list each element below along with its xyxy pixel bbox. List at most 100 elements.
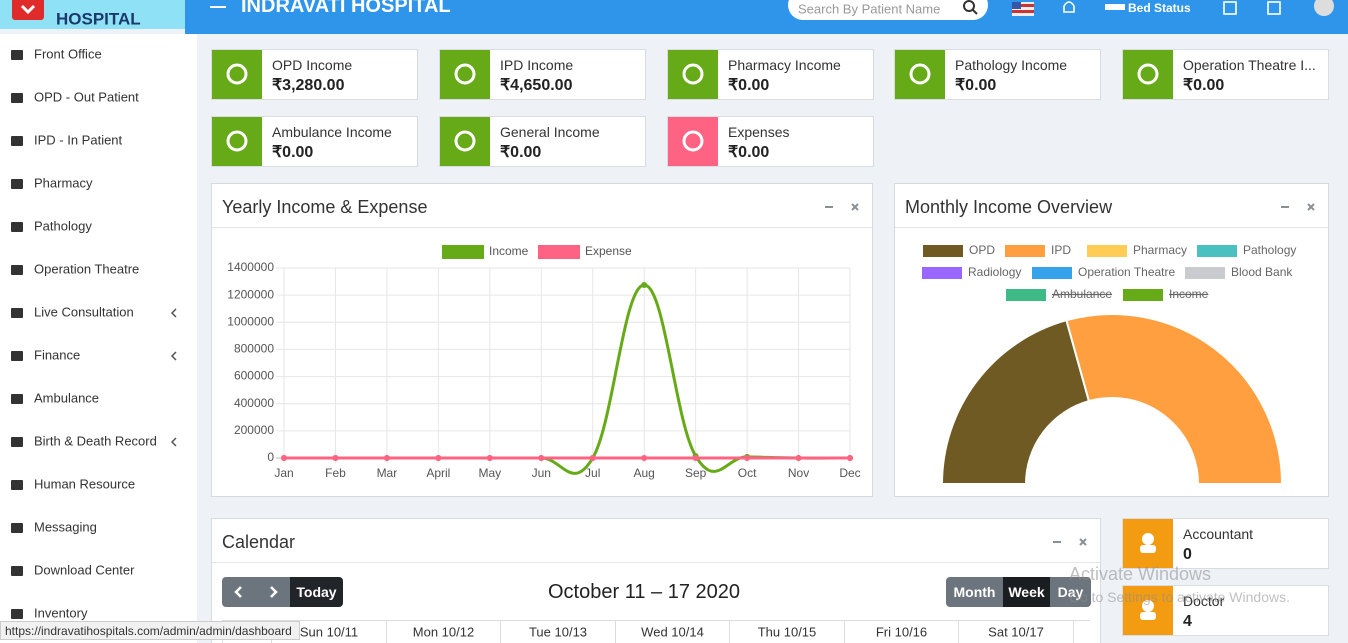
- icon: [1307, 203, 1315, 211]
- card-value: ₹0.00: [728, 77, 770, 94]
- cal-button[interactable]: [256, 577, 290, 607]
- cal-button-label: Today: [296, 584, 337, 600]
- icon: [12, 0, 44, 20]
- card-icon: [440, 50, 490, 99]
- icon: [1223, 1, 1237, 15]
- icon: [963, 0, 978, 15]
- card-label: Pathology Income: [955, 57, 1068, 73]
- card-label: Expenses: [728, 124, 790, 140]
- sidebar-item[interactable]: Ambulance: [0, 378, 197, 421]
- icon: [11, 308, 23, 318]
- income-card: Pathology Income ₹0.00: [894, 49, 1101, 100]
- income-card: IPD Income ₹4,650.00: [439, 49, 646, 100]
- sidebar-item[interactable]: Download Center: [0, 550, 197, 593]
- card-icon: [668, 50, 718, 99]
- icon: [210, 6, 226, 8]
- sidebar-item[interactable]: Inventory: [0, 593, 197, 636]
- cal-button[interactable]: [222, 577, 256, 607]
- sidebar-label: Live Consultation: [34, 304, 134, 320]
- sidebar-label: Messaging: [34, 519, 97, 535]
- card-icon: [440, 117, 490, 166]
- cal-button[interactable]: Day: [1050, 577, 1091, 607]
- icon: [1079, 538, 1087, 546]
- panel-header-border: [212, 562, 1100, 563]
- sidebar-item[interactable]: Birth & Death Record: [0, 421, 197, 464]
- icon: [11, 609, 23, 619]
- sidebar-label: Front Office: [34, 46, 102, 62]
- icon: [682, 63, 704, 85]
- staff-card: Accountant 0: [1122, 518, 1329, 569]
- sidebar-item[interactable]: IPD - In Patient: [0, 120, 197, 163]
- card-value: ₹3,280.00: [272, 77, 345, 94]
- icon: [682, 130, 704, 152]
- staff-card: Doctor 4: [1122, 585, 1329, 636]
- icon: [226, 130, 248, 152]
- cal-day-header: Wed 10/14: [616, 620, 730, 643]
- sidebar-item[interactable]: Live Consultation: [0, 292, 197, 335]
- status-bar: https://indravatihospitals.com/admin/adm…: [0, 621, 300, 640]
- sidebar-label: Pharmacy: [34, 175, 93, 191]
- icon: [1267, 1, 1281, 15]
- sidebar-item[interactable]: Pharmacy: [0, 163, 197, 206]
- cal-button[interactable]: Month: [946, 577, 1003, 607]
- panel-header-border: [212, 227, 872, 228]
- sidebar-item[interactable]: Front Office: [0, 34, 197, 77]
- sidebar-label: Ambulance: [34, 390, 100, 406]
- sidebar-item[interactable]: Messaging: [0, 507, 197, 550]
- cal-day-label: Wed 10/14: [641, 624, 704, 640]
- cal-button-label: Week: [1008, 584, 1045, 600]
- icon: [851, 203, 859, 211]
- card-value: ₹4,650.00: [500, 77, 573, 94]
- card-icon: [212, 50, 262, 99]
- icon: [1053, 541, 1061, 543]
- sidebar-label: Pathology: [34, 218, 92, 234]
- cal-button-label: Day: [1057, 584, 1084, 600]
- card-label: Operation Theatre I...: [1183, 57, 1316, 73]
- icon: [11, 566, 23, 576]
- icon: [1012, 2, 1034, 16]
- income-card: Operation Theatre I... ₹0.00: [1122, 49, 1329, 100]
- card-label: IPD Income: [500, 57, 574, 73]
- sidebar-label: Download Center: [34, 562, 135, 578]
- icon: [11, 50, 23, 60]
- sidebar-label: Finance: [34, 347, 81, 363]
- panel-title: Calendar: [222, 532, 296, 552]
- sidebar-label: IPD - In Patient: [34, 132, 123, 148]
- card-value: ₹0.00: [955, 77, 997, 94]
- sidebar: Front Office OPD - Out Patient IPD - In Pa…: [0, 34, 197, 643]
- monthly-panel: Monthly Income Overview: [894, 183, 1329, 497]
- card-label: Ambulance Income: [272, 124, 392, 140]
- sidebar-item[interactable]: OPD - Out Patient: [0, 77, 197, 120]
- watermark-title: Activate Windows: [1069, 564, 1212, 584]
- cal-button[interactable]: Week: [1003, 577, 1050, 607]
- icon: [270, 586, 278, 598]
- icon: [909, 63, 931, 85]
- income-card: Pharmacy Income ₹0.00: [667, 49, 874, 100]
- card-label: General Income: [500, 124, 600, 140]
- header-title: INDRAVATI HOSPITAL: [241, 0, 451, 17]
- sidebar-label: Human Resource: [34, 476, 136, 492]
- card-value: ₹0.00: [272, 144, 314, 161]
- sidebar-item[interactable]: Finance: [0, 335, 197, 378]
- panel-title: Yearly Income & Expense: [222, 197, 428, 217]
- income-card: Expenses ₹0.00: [667, 116, 874, 167]
- card-label: OPD Income: [272, 57, 353, 73]
- icon: [11, 394, 23, 404]
- cal-grid-top: [222, 620, 1090, 621]
- cal-day-header: Sat 10/17: [959, 620, 1074, 643]
- sidebar-label: Birth & Death Record: [34, 433, 157, 449]
- bed-status[interactable]: Bed Status: [1128, 1, 1191, 15]
- cal-day-label: Mon 10/12: [412, 624, 475, 640]
- icon: [1105, 4, 1125, 10]
- search-box[interactable]: Search By Patient Name: [788, 0, 988, 20]
- card-icon: [668, 117, 718, 166]
- sidebar-item[interactable]: Human Resource: [0, 464, 197, 507]
- icon: [11, 93, 23, 103]
- cal-button[interactable]: Today: [290, 577, 343, 607]
- sidebar-item[interactable]: Pathology: [0, 206, 197, 249]
- cal-day-label: Sun 10/11: [299, 624, 359, 640]
- icon: [1137, 63, 1159, 85]
- icon: [1063, 1, 1075, 13]
- sidebar-item[interactable]: Operation Theatre: [0, 249, 197, 292]
